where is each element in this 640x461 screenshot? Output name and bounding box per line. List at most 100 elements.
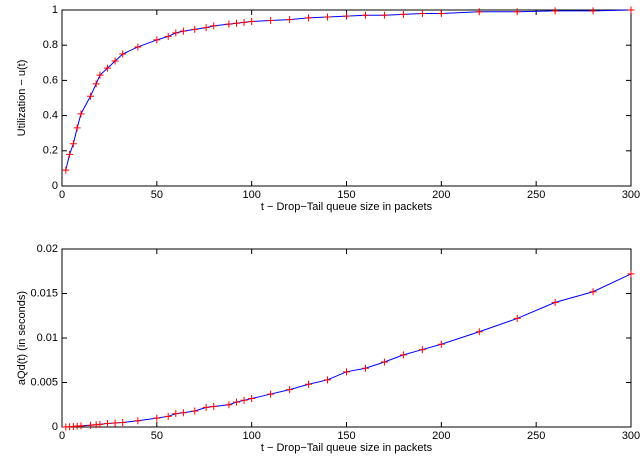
data-marker: [551, 7, 559, 15]
data-marker: [191, 407, 199, 415]
x-tick-label: 300: [622, 430, 640, 442]
data-marker: [172, 29, 180, 37]
x-tick-label: 0: [59, 189, 65, 201]
data-marker: [232, 398, 240, 406]
x-tick-label: 100: [242, 430, 260, 442]
data-marker: [96, 71, 104, 79]
data-marker: [589, 7, 597, 15]
data-marker: [153, 36, 161, 44]
data-marker: [134, 43, 142, 51]
x-tick-label: 250: [527, 430, 545, 442]
data-marker: [627, 6, 635, 14]
data-line: [65, 9, 632, 171]
y-tick-label: 0.4: [43, 110, 58, 122]
y-tick-label: 0.6: [43, 74, 58, 86]
data-marker: [92, 80, 100, 88]
y-axis-label: Utilization − u(t): [16, 60, 28, 137]
data-marker: [96, 420, 104, 428]
data-marker: [343, 12, 350, 20]
data-marker: [240, 396, 248, 404]
x-tick-label: 250: [527, 189, 545, 201]
data-marker: [286, 386, 294, 394]
data-marker: [437, 340, 445, 348]
data-marker: [134, 417, 142, 425]
data-marker: [86, 92, 94, 100]
data-marker: [179, 409, 187, 417]
x-tick-label: 200: [432, 430, 450, 442]
x-tick-label: 200: [432, 189, 450, 201]
data-marker: [475, 328, 483, 336]
data-marker: [62, 166, 70, 174]
x-tick-label: 150: [337, 430, 355, 442]
x-tick-label: 0: [59, 430, 65, 442]
data-marker: [305, 380, 313, 388]
x-tick-label: 150: [337, 189, 355, 201]
y-tick-label: 0: [52, 180, 58, 192]
data-marker: [380, 11, 388, 19]
data-marker: [191, 25, 199, 33]
data-marker: [418, 346, 426, 354]
data-marker: [437, 10, 445, 18]
data-marker: [104, 64, 112, 72]
data-marker: [324, 376, 332, 384]
data-marker: [202, 24, 210, 32]
data-marker: [164, 32, 172, 40]
data-marker: [210, 22, 218, 30]
data-marker: [232, 19, 240, 27]
data-marker: [240, 18, 248, 26]
data-marker: [399, 10, 407, 18]
x-tick-label: 100: [242, 189, 260, 201]
data-marker: [399, 351, 407, 359]
data-marker: [73, 124, 81, 132]
y-tick-label: 0.005: [30, 376, 58, 388]
data-marker: [627, 270, 635, 278]
y-tick-label: 0.8: [43, 39, 58, 51]
data-marker: [225, 401, 233, 409]
data-marker: [104, 419, 112, 427]
y-tick-label: 1: [52, 4, 58, 16]
data-marker: [513, 8, 521, 16]
data-marker: [202, 403, 210, 411]
data-marker: [66, 150, 74, 158]
data-marker: [164, 412, 172, 420]
axes-box: [61, 9, 632, 187]
data-marker: [210, 403, 218, 411]
data-marker: [361, 11, 369, 19]
data-marker: [589, 288, 597, 296]
data-marker: [305, 14, 313, 22]
data-marker: [475, 8, 483, 16]
data-marker: [119, 419, 127, 427]
x-tick-label: 50: [151, 189, 163, 201]
data-marker: [267, 390, 275, 398]
data-marker: [343, 368, 350, 376]
data-marker: [111, 419, 119, 427]
data-marker: [324, 13, 332, 21]
data-marker: [225, 20, 233, 28]
data-marker: [119, 50, 127, 58]
data-marker: [248, 395, 256, 403]
data-marker: [551, 298, 559, 306]
data-marker: [286, 16, 294, 24]
axes-box: [61, 248, 632, 428]
data-marker: [77, 422, 85, 430]
x-axis-label: t − Drop−Tail queue size in packets: [261, 201, 433, 213]
data-marker: [380, 358, 388, 366]
data-marker: [267, 17, 275, 25]
data-marker: [172, 410, 180, 418]
data-marker: [111, 57, 119, 65]
y-tick-label: 0.2: [43, 145, 58, 157]
x-axis-label: t − Drop−Tail queue size in packets: [261, 442, 433, 454]
y-tick-label: 0: [52, 421, 58, 433]
x-tick-label: 50: [151, 430, 163, 442]
y-tick-label: 0.01: [37, 332, 58, 344]
y-axis-label: aQd(t) (in seconds): [16, 291, 28, 385]
data-line: [65, 273, 632, 428]
y-tick-label: 0.015: [30, 287, 58, 299]
data-marker: [513, 314, 521, 322]
data-marker: [248, 17, 256, 25]
data-marker: [153, 414, 161, 422]
x-tick-label: 300: [622, 189, 640, 201]
data-marker: [179, 27, 187, 35]
y-tick-label: 0.02: [37, 243, 58, 255]
